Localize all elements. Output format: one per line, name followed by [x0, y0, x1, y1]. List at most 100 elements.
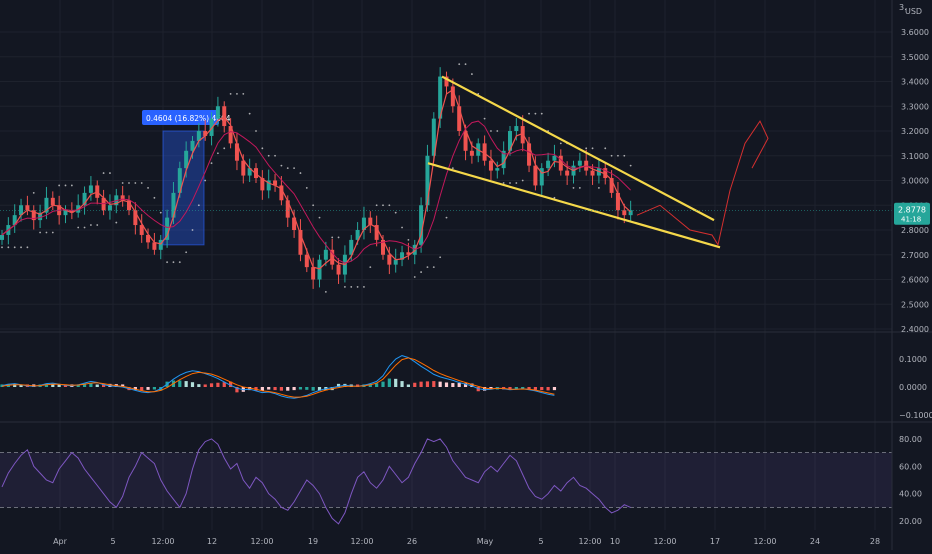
candle-body[interactable] — [622, 210, 627, 216]
rsi-axis[interactable]: 80.00 60.00 40.00 20.00 — [899, 435, 922, 526]
macd-axis[interactable]: 0.1000 0.0000 −0.1000 — [899, 355, 932, 420]
candle-body[interactable] — [469, 150, 474, 156]
candle-body[interactable] — [514, 126, 519, 131]
candle-body[interactable] — [222, 106, 227, 127]
wedge-upper-trendline[interactable] — [441, 75, 715, 222]
candle-body[interactable] — [215, 106, 220, 119]
candle-body[interactable] — [228, 126, 233, 144]
candle-body[interactable] — [450, 86, 455, 107]
candle-body[interactable] — [25, 205, 30, 211]
candle-body[interactable] — [171, 192, 176, 218]
candle-body[interactable] — [438, 76, 443, 119]
candle-body[interactable] — [406, 252, 411, 255]
candle-body[interactable] — [355, 230, 360, 240]
macd-histogram-bar — [260, 387, 264, 391]
candle-body[interactable] — [177, 168, 182, 193]
candle-body[interactable] — [266, 180, 271, 191]
candle-body[interactable] — [495, 168, 500, 171]
candle-body[interactable] — [298, 230, 303, 255]
candle-body[interactable] — [508, 131, 512, 151]
candle-body[interactable] — [31, 210, 36, 221]
candle-body[interactable] — [317, 259, 322, 280]
candle-body[interactable] — [330, 249, 335, 265]
candle-body[interactable] — [158, 239, 163, 250]
candle-body[interactable] — [279, 185, 284, 201]
candle-body[interactable] — [165, 217, 170, 240]
time-axis[interactable]: Apr 5 12:00 12 12:00 19 12:00 26 May 5 12:00 10 12:0… — [53, 537, 880, 546]
sar-dot — [502, 182, 505, 184]
candle-body[interactable] — [336, 264, 341, 275]
measure-label-tag[interactable]: 0.4604 (16.82%) 4604 — [142, 110, 231, 125]
candle-body[interactable] — [482, 143, 487, 161]
candle-body[interactable] — [0, 234, 4, 240]
candle-body[interactable] — [260, 178, 265, 191]
candle-body[interactable] — [558, 155, 563, 171]
candle-body[interactable] — [419, 205, 424, 245]
candle-body[interactable] — [19, 205, 24, 216]
candle-body[interactable] — [139, 225, 144, 235]
candle-body[interactable] — [527, 143, 532, 166]
candle-body[interactable] — [38, 212, 43, 221]
candle-body[interactable] — [196, 131, 201, 141]
candle-body[interactable] — [400, 252, 405, 260]
candle-body[interactable] — [615, 192, 620, 211]
candle-body[interactable] — [50, 197, 55, 206]
candle-body[interactable] — [63, 210, 68, 216]
candle-body[interactable] — [539, 168, 544, 186]
candle-body[interactable] — [120, 195, 125, 201]
candle-body[interactable] — [374, 225, 379, 240]
candle-body[interactable] — [609, 178, 614, 193]
candle-body[interactable] — [133, 210, 138, 226]
candle-body[interactable] — [285, 200, 290, 218]
candle-body[interactable] — [209, 118, 214, 136]
candle-body[interactable] — [628, 210, 633, 216]
candle-body[interactable] — [349, 239, 354, 255]
candle-body[interactable] — [381, 239, 385, 255]
candle-body[interactable] — [501, 150, 506, 169]
candle-body[interactable] — [431, 118, 436, 156]
candle-body[interactable] — [463, 131, 468, 151]
wedge-lower-trendline[interactable] — [427, 162, 721, 249]
candle-body[interactable] — [241, 160, 246, 176]
candle-body[interactable] — [361, 217, 366, 230]
candle-body[interactable] — [82, 192, 87, 206]
candle-body[interactable] — [190, 140, 195, 151]
candle-body[interactable] — [184, 150, 189, 169]
candle-body[interactable] — [127, 200, 131, 211]
candle-body[interactable] — [304, 254, 309, 268]
candle-body[interactable] — [444, 76, 449, 87]
candle-body[interactable] — [552, 155, 557, 161]
candle-body[interactable] — [577, 160, 582, 166]
time-tick-label: 26 — [407, 537, 417, 546]
candle-body[interactable] — [546, 160, 551, 169]
candle-body[interactable] — [234, 143, 239, 161]
candle-body[interactable] — [44, 197, 49, 213]
candle-body[interactable] — [368, 217, 373, 226]
candle-body[interactable] — [107, 205, 112, 211]
candle-body[interactable] — [292, 217, 297, 230]
candle-body[interactable] — [603, 168, 608, 179]
candle-body[interactable] — [311, 267, 316, 280]
candle-body[interactable] — [565, 170, 570, 176]
candle-body[interactable] — [69, 210, 74, 213]
candle-body[interactable] — [146, 234, 151, 243]
candle-body[interactable] — [457, 106, 462, 131]
candle-body[interactable] — [425, 155, 430, 206]
candle-body[interactable] — [88, 185, 93, 193]
candle-body[interactable] — [247, 168, 252, 176]
candle-body[interactable] — [254, 168, 258, 179]
candle-body[interactable] — [488, 160, 493, 171]
candle-body[interactable] — [590, 170, 595, 176]
forecast-drawing[interactable] — [636, 120, 769, 247]
candle-body[interactable] — [533, 165, 538, 186]
candle-body[interactable] — [387, 254, 392, 265]
candle-body[interactable] — [323, 249, 328, 260]
candle-body[interactable] — [152, 242, 157, 250]
price-tick-label: 3.4000 — [901, 78, 929, 87]
candle-body[interactable] — [12, 215, 17, 226]
candle-body[interactable] — [273, 180, 278, 186]
candle-body[interactable] — [203, 131, 208, 136]
candle-body[interactable] — [393, 259, 398, 265]
